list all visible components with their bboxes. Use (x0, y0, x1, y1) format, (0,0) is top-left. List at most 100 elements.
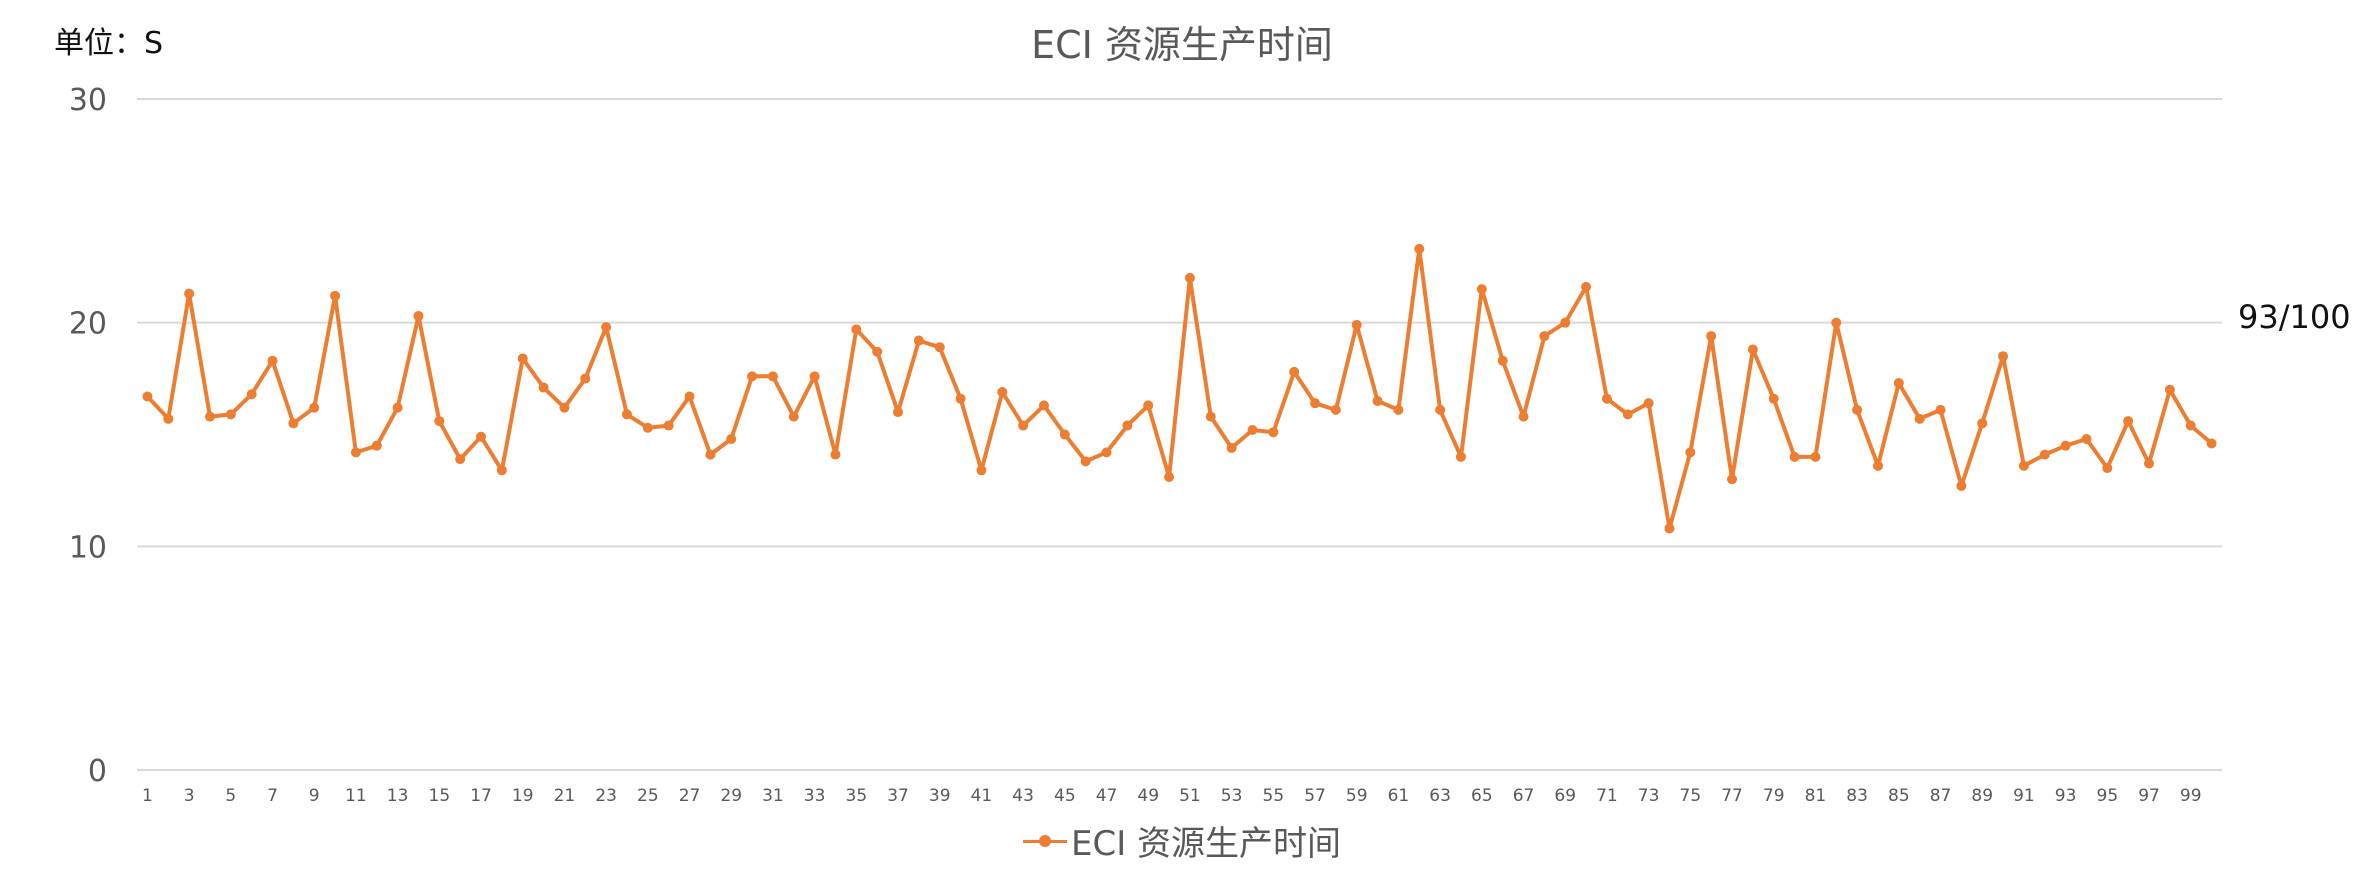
data-point (913, 335, 924, 346)
legend-item[interactable]: ECI 资源生产时间 (1022, 816, 1341, 865)
data-point (1101, 447, 1112, 458)
x-tick-label: 83 (1846, 786, 1868, 806)
data-point (330, 290, 341, 301)
y-tick-label: 20 (69, 307, 107, 342)
x-tick-label: 87 (1930, 786, 1952, 806)
data-point (2102, 463, 2113, 474)
data-point (2164, 384, 2175, 395)
data-point (1372, 395, 1383, 406)
data-point (1977, 418, 1988, 429)
data-point (1539, 331, 1550, 342)
x-tick-label: 69 (1554, 786, 1576, 806)
data-point (455, 454, 466, 465)
data-point (1622, 409, 1633, 420)
data-point (1601, 393, 1612, 404)
data-point (997, 387, 1008, 398)
x-tick-label: 41 (971, 786, 993, 806)
data-point (142, 391, 153, 402)
x-tick-label: 59 (1346, 786, 1368, 806)
data-point (350, 447, 361, 458)
x-tick-label: 21 (554, 786, 576, 806)
data-point (434, 416, 445, 427)
x-tick-label: 45 (1054, 786, 1076, 806)
data-point (893, 407, 904, 418)
data-point (1706, 331, 1717, 342)
data-point (1038, 400, 1049, 411)
x-tick-label: 5 (225, 786, 236, 806)
data-point (1893, 378, 1904, 389)
data-point (955, 393, 966, 404)
x-tick-label: 29 (720, 786, 742, 806)
x-tick-label: 73 (1638, 786, 1660, 806)
data-point (2039, 449, 2050, 460)
data-point (1247, 425, 1258, 436)
data-point (1226, 442, 1237, 453)
data-point (2123, 416, 2134, 427)
data-point (1768, 393, 1779, 404)
legend-line-marker-icon (1022, 831, 1067, 851)
data-point (1956, 480, 1967, 491)
data-point (1122, 420, 1133, 431)
data-point (1289, 366, 1300, 377)
data-point (309, 402, 320, 413)
data-point (601, 322, 612, 333)
data-point (1330, 404, 1341, 415)
data-point (1560, 317, 1571, 328)
data-point (1184, 272, 1195, 283)
data-point (392, 402, 403, 413)
data-point (267, 355, 278, 366)
data-point (163, 413, 174, 424)
x-tick-label: 61 (1388, 786, 1410, 806)
x-tick-label: 53 (1221, 786, 1243, 806)
x-tick-label: 63 (1429, 786, 1451, 806)
data-point (1581, 281, 1592, 292)
data-point (1810, 451, 1821, 462)
x-tick-label: 49 (1137, 786, 1159, 806)
chart-title: ECI 资源生产时间 (1031, 23, 1333, 67)
data-point (184, 288, 195, 299)
data-point (371, 440, 382, 451)
data-point (1914, 413, 1925, 424)
unit-label: 单位：S (54, 26, 164, 61)
x-tick-label: 43 (1012, 786, 1034, 806)
data-point (2018, 460, 2029, 471)
data-point (767, 371, 778, 382)
x-tick-label: 31 (762, 786, 784, 806)
data-point (1852, 404, 1863, 415)
data-point (1059, 429, 1070, 440)
data-point (580, 373, 591, 384)
data-point (1664, 523, 1675, 534)
data-point (934, 342, 945, 353)
series-line (145, 246, 2213, 531)
data-point (1018, 420, 1029, 431)
data-point (976, 465, 987, 476)
data-point (1435, 404, 1446, 415)
data-point (747, 371, 758, 382)
x-tick-label: 11 (345, 786, 367, 806)
x-tick-label: 57 (1304, 786, 1326, 806)
data-point (288, 418, 299, 429)
x-tick-label: 1 (142, 786, 153, 806)
data-point (476, 431, 487, 442)
x-tick-label: 15 (429, 786, 451, 806)
data-point (1747, 344, 1758, 355)
data-point (538, 382, 549, 393)
x-tick-label: 77 (1721, 786, 1743, 806)
data-point (1414, 243, 1425, 254)
x-tick-label: 17 (470, 786, 492, 806)
data-point (1205, 411, 1216, 422)
x-tick-label: 25 (637, 786, 659, 806)
data-point (2144, 458, 2155, 469)
legend[interactable]: ECI 资源生产时间 (0, 816, 2364, 865)
data-point (1643, 398, 1654, 409)
data-point (1998, 351, 2009, 362)
data-point (496, 465, 507, 476)
x-tick-label: 79 (1763, 786, 1785, 806)
data-point (246, 389, 257, 400)
data-point (1518, 411, 1529, 422)
data-point (1872, 460, 1883, 471)
x-tick-label: 55 (1263, 786, 1285, 806)
data-point (642, 422, 653, 433)
